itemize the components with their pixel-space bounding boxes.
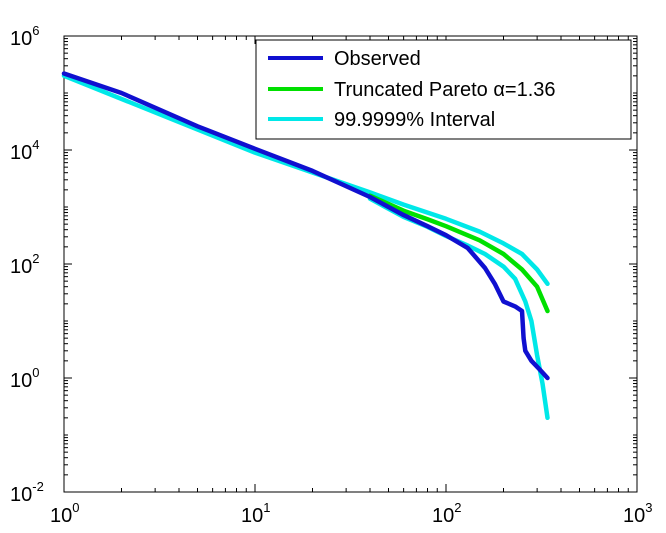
y-tick-label: 10-2 bbox=[10, 479, 44, 506]
y-tick-label: 102 bbox=[10, 251, 39, 278]
y-tick-label: 104 bbox=[10, 137, 39, 164]
legend-label-pareto-prefix: Truncated Pareto bbox=[334, 79, 493, 101]
x-tick-label: 100 bbox=[50, 500, 79, 527]
legend-label-pareto-alpha: α bbox=[493, 79, 505, 101]
legend-label-pareto: Truncated Pareto α=1.36 bbox=[334, 79, 556, 101]
y-tick-labels: 10-2 100 102 104 106 bbox=[10, 23, 44, 506]
x-tick-label: 101 bbox=[241, 500, 270, 527]
legend-label-observed: Observed bbox=[334, 48, 421, 70]
axis-ticks bbox=[63, 36, 637, 493]
legend: Observed Truncated Pareto α=1.36 99.9999… bbox=[255, 39, 632, 140]
legend-label-pareto-suffix: =1.36 bbox=[505, 79, 556, 101]
legend-label-interval: 99.9999% Interval bbox=[334, 109, 495, 131]
series-line-truncated-pareto-1-36 bbox=[367, 193, 550, 314]
x-tick-labels: 100 101 102 103 bbox=[50, 500, 652, 527]
series-line-observed bbox=[61, 71, 550, 381]
series-lines bbox=[61, 71, 550, 421]
y-tick-label: 100 bbox=[10, 365, 39, 392]
x-tick-label: 103 bbox=[623, 500, 652, 527]
x-tick-label: 102 bbox=[432, 500, 461, 527]
y-tick-label: 106 bbox=[10, 23, 39, 50]
